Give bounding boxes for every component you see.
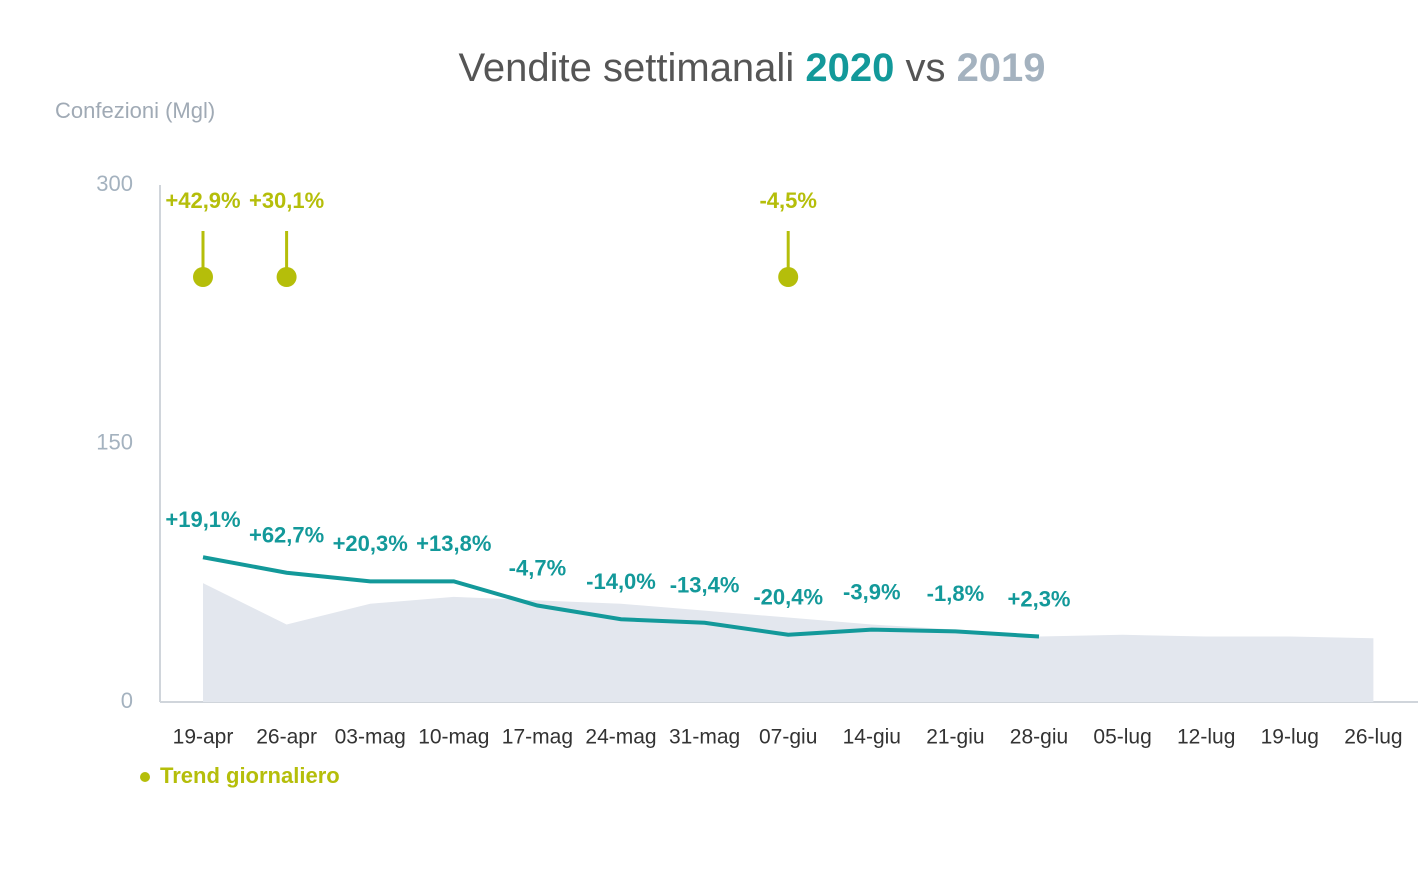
x-tick-label: 31-mag [669,726,740,749]
x-tick-label: 03-mag [335,726,406,749]
y-tick-label: 300 [96,171,133,196]
growth-label: -13,4% [670,573,740,598]
trend-label: -4,5% [759,188,816,213]
x-tick-label: 07-giu [759,726,817,749]
x-tick-label: 26-apr [256,726,317,749]
growth-label: -4,7% [509,555,566,580]
x-tick-label: 10-mag [418,726,489,749]
trend-marker [193,267,213,287]
title-series: 2020 [805,46,894,90]
x-tick-label: 19-apr [173,726,234,749]
title-text: vs [905,46,945,90]
trend-label: +30,1% [249,188,324,213]
x-tick-label: 26-lug [1344,726,1402,749]
legend-dot [140,772,150,782]
x-tick-label: 14-giu [843,726,901,749]
x-tick-label: 05-lug [1093,726,1151,749]
title-series: 2019 [957,46,1046,90]
growth-label: -20,4% [753,585,823,610]
chart-title: Vendite settimanali 2020 vs 2019 [458,46,1045,90]
y-tick-label: 150 [96,429,133,454]
x-tick-label: 19-lug [1261,726,1319,749]
x-tick-label: 24-mag [585,726,656,749]
growth-label: +2,3% [1008,586,1071,611]
growth-label: +13,8% [416,531,491,556]
growth-label: +19,1% [165,507,240,532]
y-axis-label: Confezioni (Mgl) [55,98,215,123]
growth-label: -14,0% [586,569,656,594]
line [202,555,1040,639]
trend-marker [778,267,799,287]
trend-marker [276,267,297,287]
x-tick-label: 28-giu [1010,726,1068,749]
x-tick-label: 17-mag [502,726,573,749]
y-tick-label: 0 [121,688,133,713]
title-text: Vendite settimanali [458,46,794,90]
x-tick-label: 12-lug [1177,726,1235,749]
growth-label: -1,8% [927,581,984,606]
area [203,583,1374,702]
growth-label: +62,7% [249,523,324,548]
x-tick-label: 21-giu [926,726,984,749]
trend-label: +42,9% [165,188,240,213]
growth-label: +20,3% [333,531,408,556]
growth-label: -3,9% [843,579,900,604]
legend-label: Trend giornaliero [160,763,340,788]
